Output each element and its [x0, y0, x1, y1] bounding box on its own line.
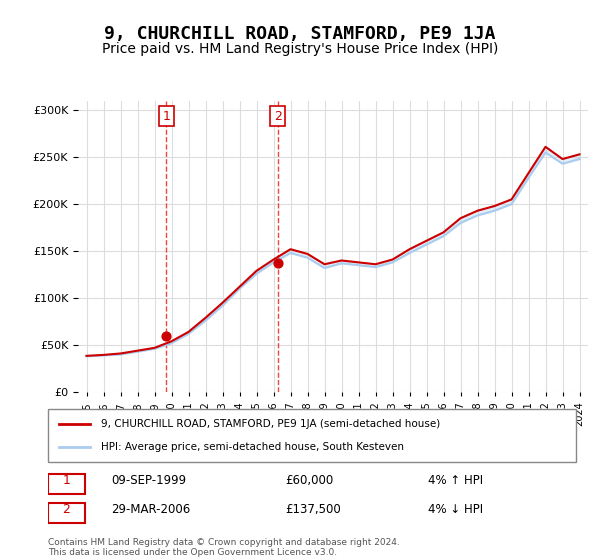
- Text: 1: 1: [163, 110, 170, 123]
- FancyBboxPatch shape: [48, 409, 576, 462]
- Point: [161, 331, 171, 340]
- Text: 29-MAR-2006: 29-MAR-2006: [112, 503, 191, 516]
- Text: 09-SEP-1999: 09-SEP-1999: [112, 474, 187, 487]
- Text: 2: 2: [274, 110, 281, 123]
- Text: 1: 1: [62, 474, 70, 487]
- Text: 4% ↑ HPI: 4% ↑ HPI: [428, 474, 483, 487]
- Text: 9, CHURCHILL ROAD, STAMFORD, PE9 1JA: 9, CHURCHILL ROAD, STAMFORD, PE9 1JA: [104, 25, 496, 43]
- FancyBboxPatch shape: [48, 503, 85, 523]
- Text: £60,000: £60,000: [286, 474, 334, 487]
- Text: HPI: Average price, semi-detached house, South Kesteven: HPI: Average price, semi-detached house,…: [101, 442, 404, 452]
- Text: Contains HM Land Registry data © Crown copyright and database right 2024.
This d: Contains HM Land Registry data © Crown c…: [48, 538, 400, 557]
- Text: 2: 2: [62, 503, 70, 516]
- Text: £137,500: £137,500: [286, 503, 341, 516]
- FancyBboxPatch shape: [48, 474, 85, 494]
- Text: 9, CHURCHILL ROAD, STAMFORD, PE9 1JA (semi-detached house): 9, CHURCHILL ROAD, STAMFORD, PE9 1JA (se…: [101, 419, 440, 429]
- Text: 4% ↓ HPI: 4% ↓ HPI: [428, 503, 483, 516]
- Point: [273, 258, 283, 267]
- Text: Price paid vs. HM Land Registry's House Price Index (HPI): Price paid vs. HM Land Registry's House …: [102, 42, 498, 56]
